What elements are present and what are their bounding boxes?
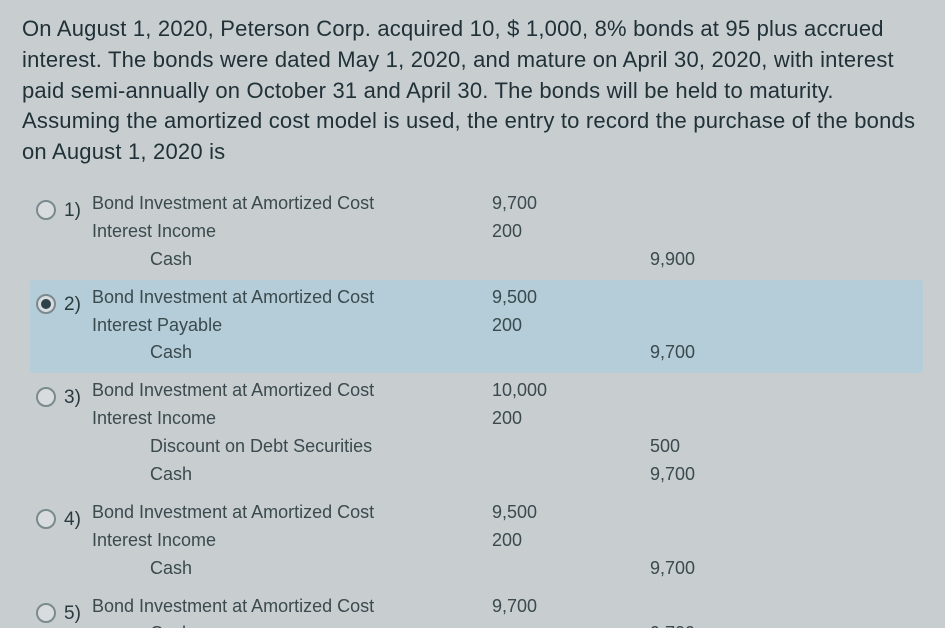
account-name: Bond Investment at Amortized Cost [92, 593, 492, 621]
journal-entry: Bond Investment at Amortized Cost9,500In… [92, 499, 917, 583]
entry-line: Cash 9,700 [92, 555, 917, 583]
account-name: Cash [92, 555, 550, 583]
option-number: 3) [64, 377, 92, 409]
journal-entry: Bond Investment at Amortized Cost9,700In… [92, 190, 917, 274]
account-name: Bond Investment at Amortized Cost [92, 190, 492, 218]
debit-amount: 9,700 [492, 190, 592, 218]
option-3[interactable]: 3)Bond Investment at Amortized Cost10,00… [30, 373, 923, 495]
account-name: Interest Payable [92, 312, 492, 340]
radio-button[interactable] [36, 200, 56, 220]
entry-line: Interest Income200 [92, 405, 917, 433]
journal-entry: Bond Investment at Amortized Cost9,500In… [92, 284, 917, 368]
radio-col [36, 499, 64, 529]
journal-entry: Bond Investment at Amortized Cost9,700Ca… [92, 593, 917, 628]
option-5[interactable]: 5)Bond Investment at Amortized Cost9,700… [30, 589, 923, 628]
credit-amount: 500 [650, 433, 750, 461]
account-name: Interest Income [92, 405, 492, 433]
radio-col [36, 593, 64, 623]
options-group: 1)Bond Investment at Amortized Cost9,700… [22, 186, 923, 628]
debit-amount: 9,700 [492, 593, 592, 621]
credit-amount: 9,700 [650, 620, 750, 628]
option-number: 1) [64, 190, 92, 222]
option-number: 5) [64, 593, 92, 625]
option-number: 4) [64, 499, 92, 531]
debit-amount: 200 [492, 218, 592, 246]
option-4[interactable]: 4)Bond Investment at Amortized Cost9,500… [30, 495, 923, 589]
radio-button[interactable] [36, 387, 56, 407]
account-name: Cash [92, 246, 550, 274]
debit-amount: 9,500 [492, 499, 592, 527]
journal-entry: Bond Investment at Amortized Cost10,000I… [92, 377, 917, 489]
entry-line: Discount on Debt Securities 500 [92, 433, 917, 461]
account-name: Interest Income [92, 527, 492, 555]
account-name: Cash [92, 461, 550, 489]
account-name: Bond Investment at Amortized Cost [92, 377, 492, 405]
credit-amount: 9,900 [650, 246, 750, 274]
debit-amount: 200 [492, 405, 592, 433]
entry-line: Interest Income200 [92, 218, 917, 246]
account-name: Discount on Debt Securities [92, 433, 550, 461]
account-name: Interest Income [92, 218, 492, 246]
entry-line: Cash 9,700 [92, 339, 917, 367]
credit-amount: 9,700 [650, 555, 750, 583]
radio-button[interactable] [36, 509, 56, 529]
debit-amount: 9,500 [492, 284, 592, 312]
account-name: Cash [92, 339, 550, 367]
option-2[interactable]: 2)Bond Investment at Amortized Cost9,500… [30, 280, 923, 374]
entry-line: Bond Investment at Amortized Cost9,500 [92, 499, 917, 527]
entry-line: Cash 9,700 [92, 461, 917, 489]
radio-col [36, 284, 64, 314]
entry-line: Interest Payable200 [92, 312, 917, 340]
radio-button[interactable] [36, 294, 56, 314]
credit-amount: 9,700 [650, 339, 750, 367]
entry-line: Bond Investment at Amortized Cost9,500 [92, 284, 917, 312]
radio-button[interactable] [36, 603, 56, 623]
entry-line: Bond Investment at Amortized Cost9,700 [92, 593, 917, 621]
debit-amount: 200 [492, 527, 592, 555]
entry-line: Interest Income200 [92, 527, 917, 555]
debit-amount: 200 [492, 312, 592, 340]
account-name: Bond Investment at Amortized Cost [92, 284, 492, 312]
question-text: On August 1, 2020, Peterson Corp. acquir… [22, 14, 923, 168]
entry-line: Bond Investment at Amortized Cost10,000 [92, 377, 917, 405]
radio-col [36, 377, 64, 407]
account-name: Cash [92, 620, 550, 628]
account-name: Bond Investment at Amortized Cost [92, 499, 492, 527]
debit-amount: 10,000 [492, 377, 592, 405]
credit-amount: 9,700 [650, 461, 750, 489]
radio-col [36, 190, 64, 220]
option-1[interactable]: 1)Bond Investment at Amortized Cost9,700… [30, 186, 923, 280]
entry-line: Bond Investment at Amortized Cost9,700 [92, 190, 917, 218]
option-number: 2) [64, 284, 92, 316]
entry-line: Cash 9,700 [92, 620, 917, 628]
entry-line: Cash 9,900 [92, 246, 917, 274]
